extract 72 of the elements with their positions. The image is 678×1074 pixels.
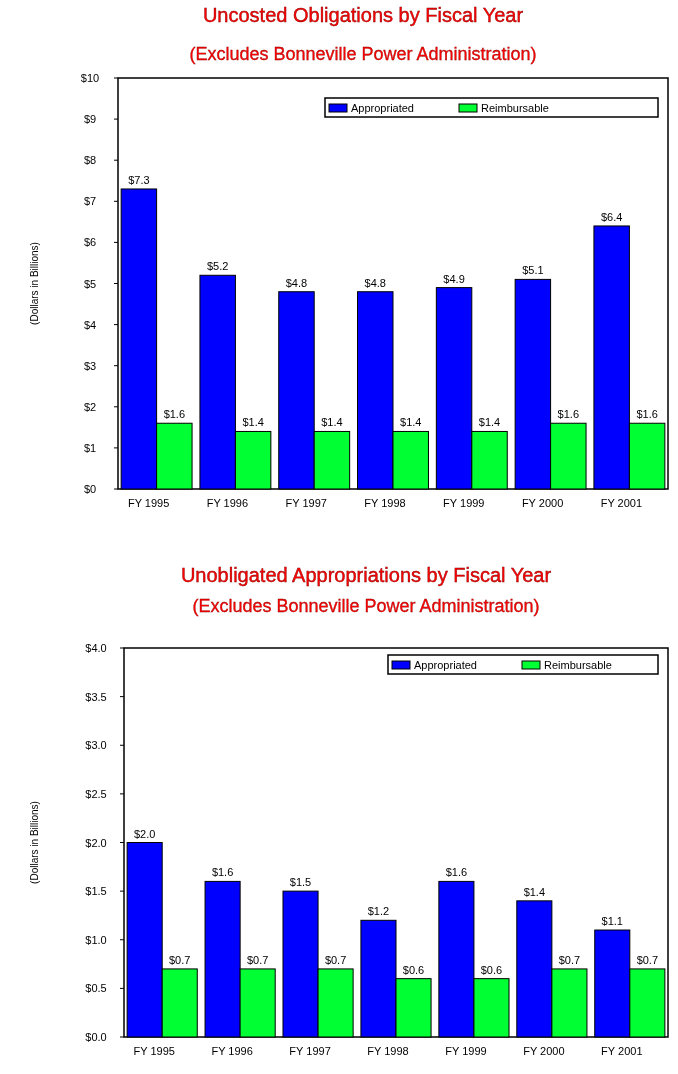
legend-label: Appropriated — [414, 659, 477, 671]
chart-title: Uncosted Obligations by Fiscal Year — [202, 4, 524, 26]
y-tick-label: $2 — [83, 400, 97, 413]
y-axis-title: (Dollars in Billions) — [29, 801, 40, 884]
y-tick-label: $0 — [83, 483, 97, 495]
text: $5.2 — [206, 260, 229, 273]
y-tick-label: $5 — [83, 277, 97, 290]
text: $0.7 — [324, 953, 347, 966]
legend-label: Reimbursable — [544, 659, 612, 671]
text: $0.6 — [402, 963, 425, 976]
y-tick-label: $10 — [80, 72, 100, 84]
chart-subtitle: (Excludes Bonneville Power Administration) — [192, 596, 540, 616]
text: $1.4 — [321, 416, 343, 429]
y-axis-title: (Dollars in Billions) — [29, 242, 40, 325]
text: $0.6 — [480, 963, 503, 976]
text: $1.4 — [478, 416, 501, 429]
text: $4.8 — [285, 276, 308, 289]
text: $1.6 — [445, 866, 468, 879]
x-tick-label: FY 1998 — [367, 1045, 409, 1057]
text: $7.3 — [128, 173, 150, 186]
x-tick-label: FY 1995 — [127, 497, 170, 509]
text: $2.0 — [133, 827, 156, 840]
text: $4.9 — [443, 272, 465, 285]
y-tick-label: $3.5 — [85, 690, 107, 703]
text: $1.6 — [163, 408, 186, 421]
text: $1.4 — [400, 416, 422, 429]
x-tick-label: FY 1997 — [289, 1045, 331, 1057]
x-tick-label: FY 1997 — [285, 497, 327, 509]
legend-label: Reimbursable — [481, 102, 549, 114]
x-tick-label: FY 1998 — [364, 497, 406, 509]
text: $0.7 — [558, 953, 581, 966]
text: $1.6 — [211, 866, 234, 879]
y-tick-label: $1.5 — [85, 885, 107, 898]
text: $1.5 — [289, 876, 312, 889]
chart-title: Unobligated Appropriations by Fiscal Year — [180, 564, 552, 586]
y-tick-label: $1 — [83, 441, 97, 454]
y-tick-label: $2.5 — [85, 787, 107, 800]
legend-label: Appropriated — [351, 102, 414, 114]
x-tick-label: FY 1996 — [206, 497, 249, 509]
x-tick-label: FY 1995 — [133, 1045, 175, 1057]
x-tick-label: FY 2001 — [600, 497, 643, 509]
text: $1.6 — [636, 408, 658, 421]
text: $4.8 — [364, 276, 386, 289]
y-tick-label: $1.0 — [85, 933, 107, 946]
text: $1.1 — [601, 915, 623, 928]
chart-subtitle: (Excludes Bonneville Power Administration) — [189, 44, 537, 64]
x-tick-label: FY 2001 — [601, 1045, 643, 1057]
text: $1.2 — [367, 905, 390, 918]
y-tick-label: $0.0 — [85, 1031, 107, 1043]
y-tick-label: $6 — [83, 236, 97, 249]
y-tick-label: $7 — [83, 195, 97, 208]
text: $1.4 — [242, 416, 264, 429]
x-tick-label: FY 1999 — [443, 497, 485, 509]
text: $6.4 — [600, 210, 623, 223]
y-tick-label: $2.0 — [85, 836, 107, 849]
text: $1.6 — [557, 408, 580, 421]
x-tick-label: FY 1999 — [445, 1045, 487, 1057]
x-tick-label: FY 1996 — [211, 1045, 253, 1057]
y-tick-label: $4.0 — [85, 642, 107, 654]
text: $1.4 — [523, 885, 546, 898]
text: $5.1 — [522, 264, 544, 277]
x-tick-label: FY 2000 — [523, 1045, 565, 1057]
y-tick-label: $9 — [83, 113, 97, 126]
y-tick-label: $8 — [83, 154, 97, 167]
y-tick-label: $4 — [83, 318, 97, 331]
text: $0.7 — [636, 953, 659, 966]
text: $0.7 — [246, 953, 269, 966]
text: $0.7 — [169, 953, 191, 966]
y-tick-label: $3.0 — [85, 739, 107, 752]
y-tick-label: $0.5 — [85, 982, 107, 995]
y-tick-label: $3 — [83, 359, 97, 372]
x-tick-label: FY 2000 — [521, 497, 564, 509]
